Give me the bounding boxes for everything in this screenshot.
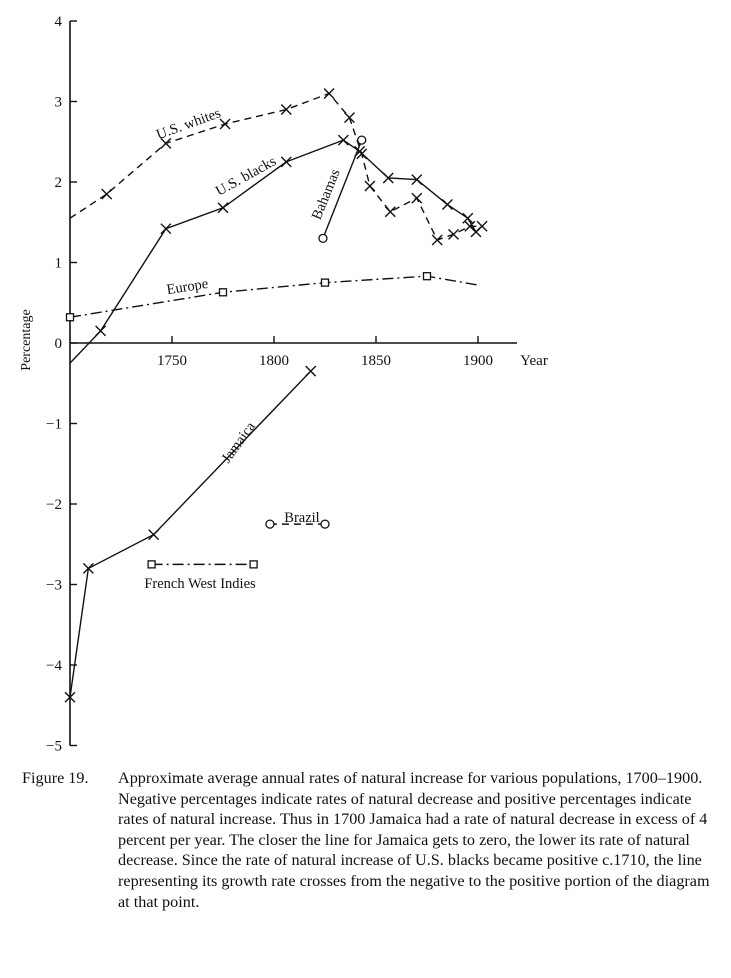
- y-tick-label: 3: [55, 95, 63, 111]
- y-axis-label: Percentage: [19, 309, 34, 370]
- data-point: [147, 560, 156, 569]
- data-point: [357, 135, 367, 145]
- y-tick-label: −3: [46, 578, 62, 594]
- x-marker-stroke: [464, 220, 476, 232]
- data-point: [280, 156, 292, 168]
- x-marker-stroke: [448, 228, 460, 240]
- data-point: [320, 519, 330, 529]
- x-marker-stroke: [411, 192, 423, 204]
- y-tick-label: 1: [55, 256, 63, 272]
- data-point: [364, 180, 376, 192]
- data-point: [411, 174, 423, 186]
- series-label-u-s-whites: U.S. whites: [154, 105, 223, 143]
- figure-caption: Figure 19. Approximate average annual ra…: [22, 768, 722, 912]
- x-tick-label: 1900: [463, 353, 493, 369]
- data-point: [160, 137, 172, 149]
- data-point: [160, 223, 172, 235]
- data-point: [219, 118, 231, 130]
- data-point: [249, 560, 258, 569]
- series-label-bahamas: Bahamas: [309, 167, 344, 223]
- x-tick-label: 1800: [259, 353, 289, 369]
- x-marker-stroke: [343, 112, 355, 124]
- data-point: [320, 278, 330, 287]
- x-marker-stroke: [160, 223, 172, 235]
- figure-label: Figure 19.: [22, 769, 89, 787]
- y-tick-label: 2: [55, 175, 63, 191]
- series-line-u-s-blacks: [69, 139, 477, 364]
- data-point: [343, 112, 355, 124]
- data-point: [280, 104, 292, 116]
- data-point: [82, 562, 94, 574]
- data-point: [382, 172, 394, 184]
- series-label-europe: Europe: [165, 276, 209, 298]
- series-label-brazil: Brazil: [284, 510, 319, 526]
- x-marker-stroke: [148, 529, 160, 541]
- x-marker-stroke: [280, 104, 292, 116]
- data-point: [411, 192, 423, 204]
- x-marker-stroke: [364, 180, 376, 192]
- data-point: [265, 519, 275, 529]
- y-tick-label: 4: [55, 14, 63, 30]
- x-marker-stroke: [160, 137, 172, 149]
- data-point: [318, 233, 328, 244]
- y-tick-label: −4: [46, 658, 62, 674]
- x-marker-stroke: [441, 199, 453, 211]
- x-marker-stroke: [382, 172, 394, 184]
- data-point: [431, 234, 443, 246]
- data-point: [422, 272, 432, 281]
- data-point: [218, 288, 228, 297]
- series-label-french-west-indies: French West Indies: [144, 576, 256, 592]
- series-label-u-s-blacks: U.S. blacks: [213, 153, 279, 199]
- data-point: [448, 228, 460, 240]
- y-tick-label: −5: [46, 739, 62, 755]
- x-marker-stroke: [101, 188, 113, 200]
- x-tick-label: 1850: [361, 353, 391, 369]
- data-point: [305, 365, 317, 377]
- x-marker-stroke: [64, 691, 76, 703]
- data-point: [148, 529, 160, 541]
- series-line-bahamas: [322, 139, 363, 239]
- caption-text: Approximate average annual rates of natu…: [118, 769, 710, 911]
- y-tick-label: −1: [46, 417, 62, 433]
- x-marker-stroke: [470, 226, 482, 238]
- x-marker-stroke: [95, 325, 107, 337]
- data-point: [95, 325, 107, 337]
- data-point: [462, 212, 474, 224]
- data-point: [323, 87, 335, 99]
- data-point: [441, 199, 453, 211]
- series-label-jamaica: Jamaica: [219, 419, 260, 467]
- x-marker-stroke: [384, 206, 396, 218]
- data-point: [65, 313, 75, 322]
- x-marker-stroke: [82, 562, 94, 574]
- x-marker-stroke: [305, 365, 317, 377]
- data-point: [337, 134, 349, 146]
- x-marker-stroke: [431, 234, 443, 246]
- series-line-jamaica: [69, 370, 312, 698]
- data-point: [470, 226, 482, 238]
- data-point: [64, 691, 76, 703]
- x-marker-stroke: [323, 87, 335, 99]
- chart-area: 4 3 2 1 0 −1 −2 −3 −4 −5 1750 1800 1850 1900 Year Perce…: [19, 14, 548, 755]
- data-point: [101, 188, 113, 200]
- data-point: [384, 206, 396, 218]
- x-marker-stroke: [411, 174, 423, 186]
- x-marker-stroke: [462, 212, 474, 224]
- data-point: [217, 202, 229, 214]
- x-tick-label: 1750: [157, 353, 187, 369]
- x-axis-label: Year: [520, 353, 548, 369]
- x-marker-stroke: [217, 202, 229, 214]
- x-marker-stroke: [280, 156, 292, 168]
- x-marker-stroke: [337, 134, 349, 146]
- x-marker-stroke: [219, 118, 231, 130]
- y-tick-label: 0: [55, 336, 63, 352]
- y-tick-label: −2: [46, 497, 62, 513]
